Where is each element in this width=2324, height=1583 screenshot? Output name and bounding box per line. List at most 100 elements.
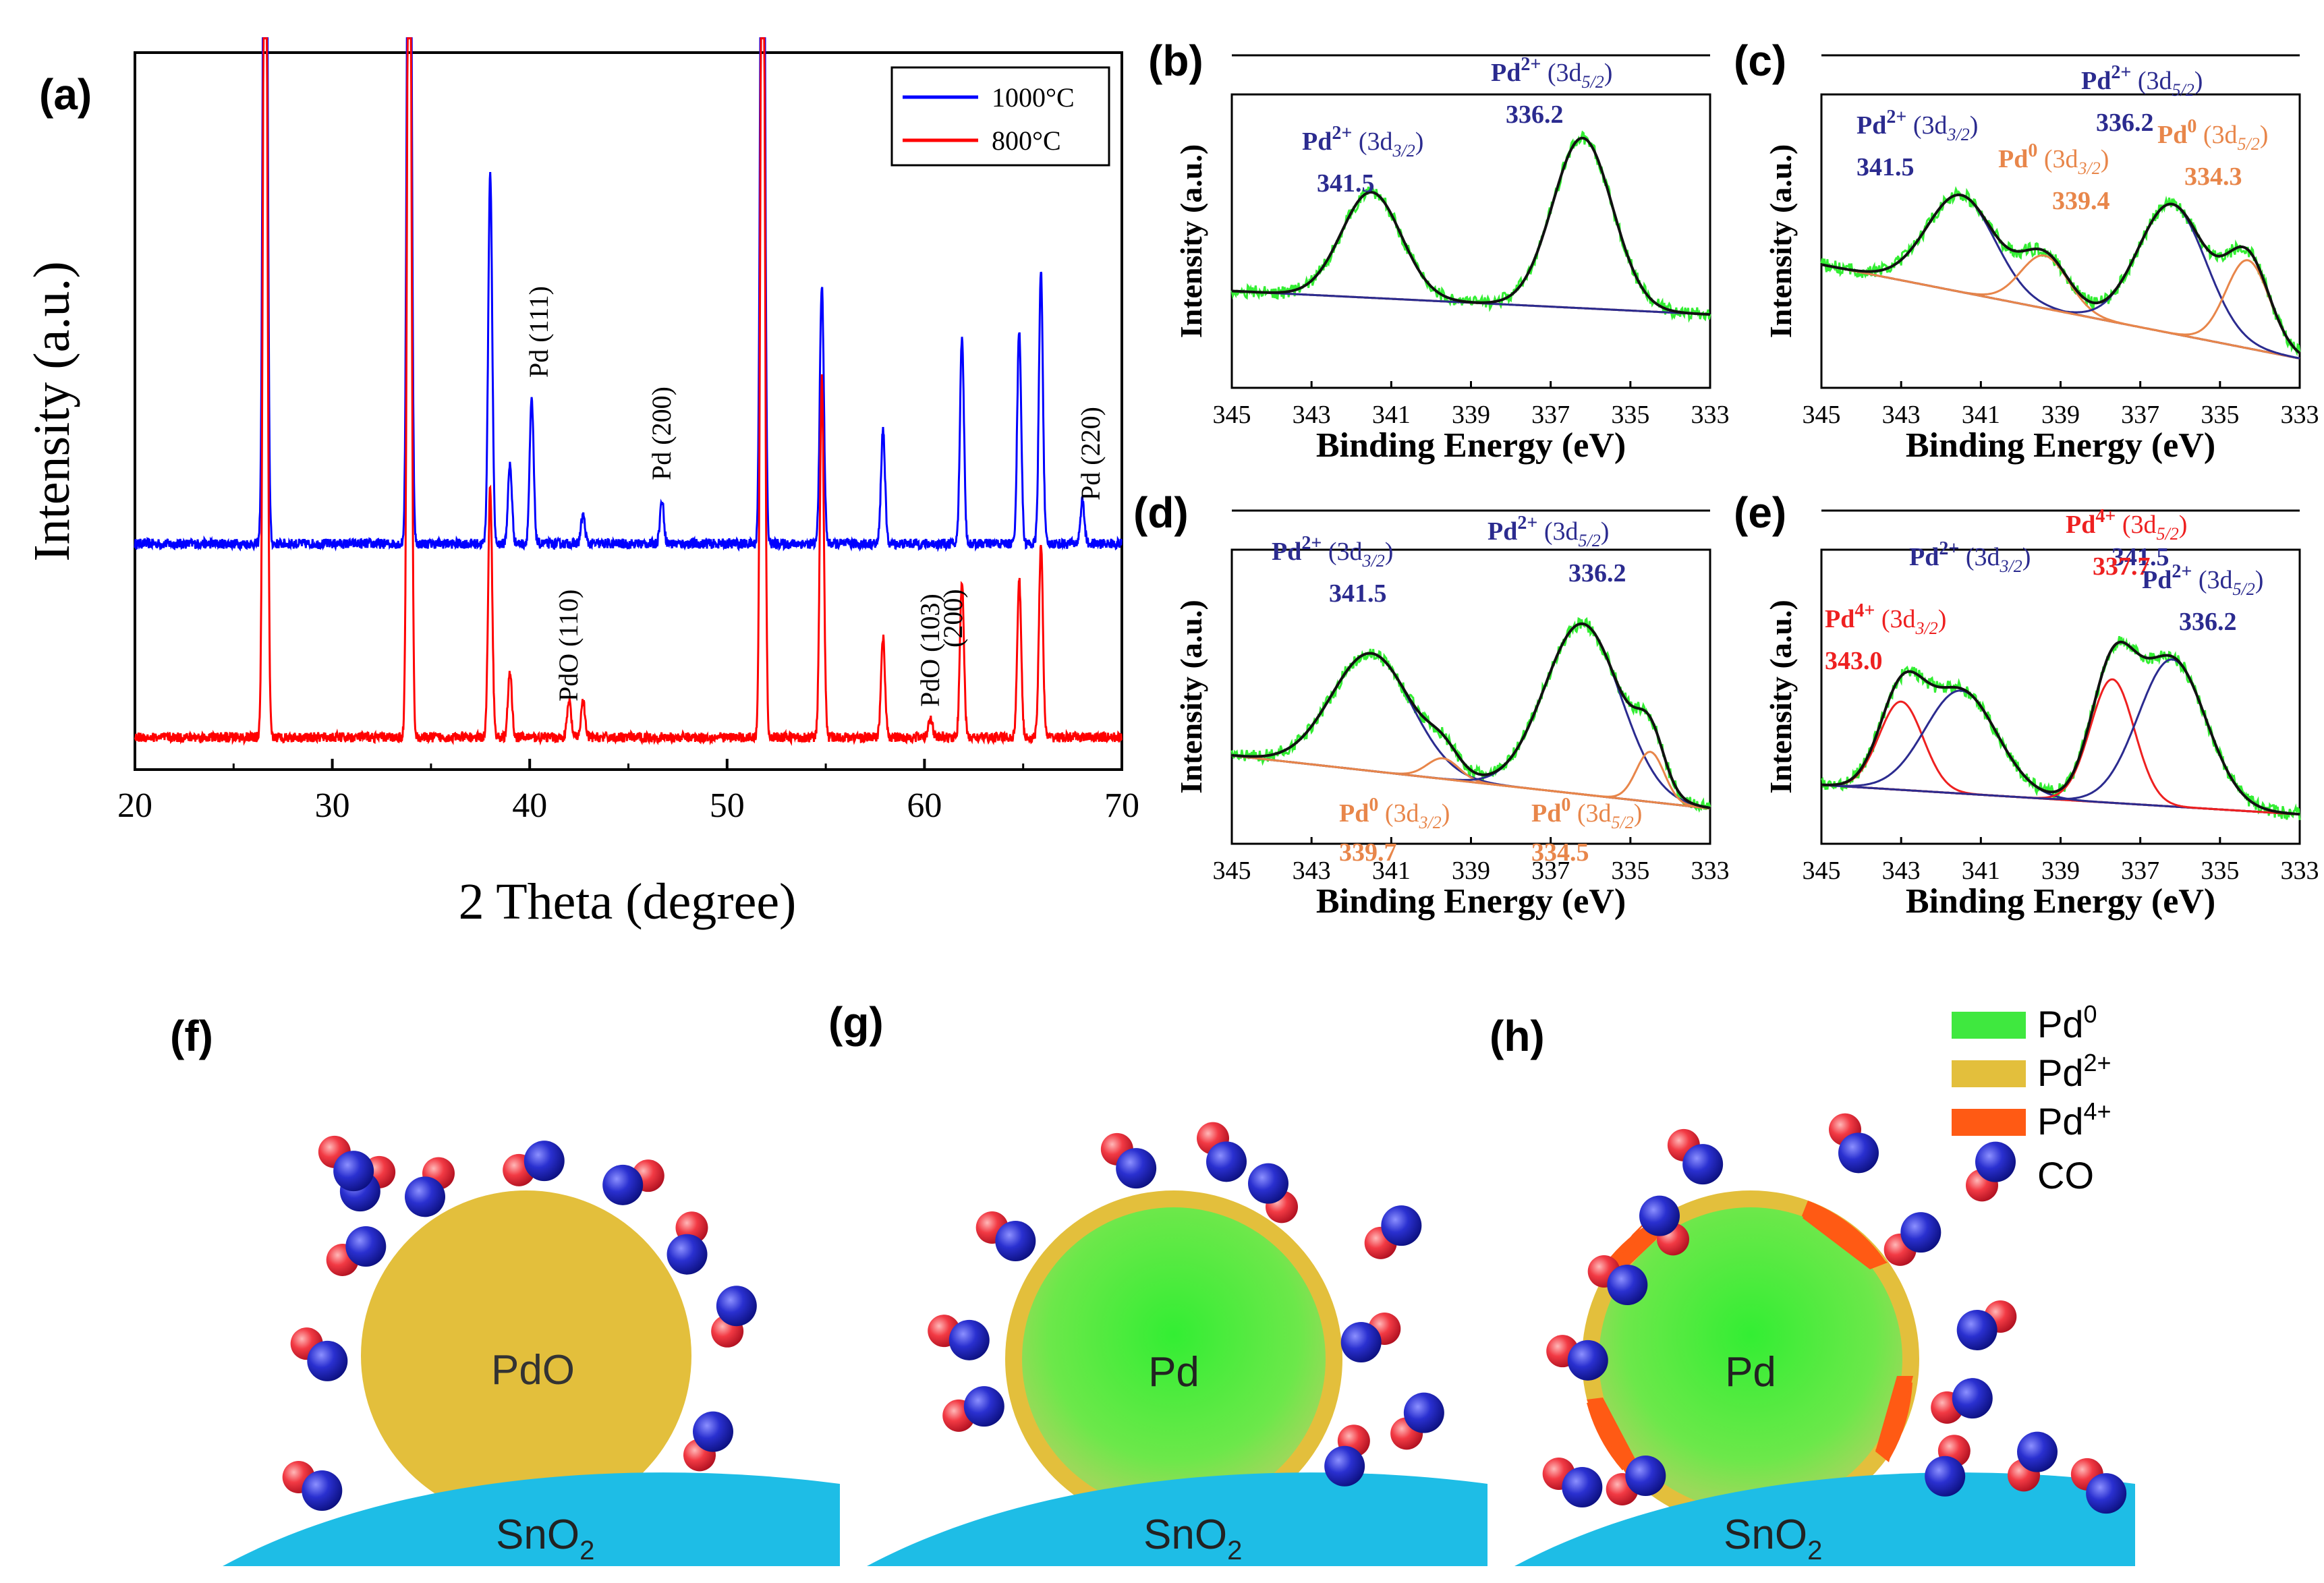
oxygen-atom: [1956, 1310, 1997, 1350]
oxygen-atom: [1952, 1378, 1993, 1419]
co-molecule: [1340, 1313, 1401, 1362]
xps-peak-value: 341.5: [1857, 153, 1915, 181]
xps-peak-value: 334.5: [1531, 838, 1589, 867]
pd-core-g: [1022, 1207, 1326, 1511]
xps-peak-label: Pd0 (3d5/2): [2157, 116, 2268, 154]
xps-x-tick-label: 345: [1213, 401, 1251, 429]
xrd-series-line: [134, 37, 1123, 747]
co-molecule: [503, 1141, 565, 1186]
co-molecule: [1966, 1141, 2016, 1202]
xps-x-tick-label: 337: [2121, 401, 2159, 429]
annotation-pd-200: Pd (200): [646, 386, 677, 480]
oxygen-atom: [1625, 1456, 1666, 1496]
sno2-support-h: [1514, 1472, 2135, 1566]
xps-component-d: [1231, 751, 1711, 810]
oxygen-atom: [302, 1470, 343, 1511]
xps-x-axis-label-d: Binding Energy (eV): [1316, 882, 1626, 921]
xps-x-tick-label: 339: [2041, 401, 2080, 429]
xps-x-tick-label: 341: [1962, 401, 2000, 429]
oxygen-atom: [1381, 1205, 1422, 1246]
xps-x-tick-label: 337: [1531, 857, 1570, 885]
xps-x-tick-label: 343: [1293, 857, 1331, 885]
xps-raw-data-c: [1820, 185, 2301, 357]
xps-component-d: [1231, 623, 1711, 809]
xps-peak-label: Pd4+ (3d5/2): [2066, 506, 2187, 544]
oxygen-atom: [307, 1340, 348, 1381]
xps-peak-label: Pd2+ (3d3/2): [1857, 107, 1978, 144]
sno2-support-g: [867, 1472, 1487, 1566]
oxygen-atom: [1975, 1141, 2016, 1182]
particle-label-h: Pd: [1725, 1349, 1776, 1395]
schematic-g: Pd SnO2: [867, 1122, 1487, 1566]
co-molecule: [1587, 1255, 1648, 1305]
xps-x-tick-label: 343: [1882, 857, 1921, 885]
xps-x-axis-label-c: Binding Energy (eV): [1906, 426, 2215, 465]
oxygen-atom: [2086, 1473, 2127, 1514]
panel-a: (a) 20 30 40 50 60 70 2 Theta (degree) Intens…: [24, 37, 1139, 930]
xps-peak-label: Pd2+ (3d5/2): [2142, 561, 2263, 599]
co-molecule: [975, 1211, 1036, 1261]
xps-peak-label: Pd2+ (3d5/2): [1487, 513, 1609, 550]
co-molecule: [405, 1157, 455, 1217]
co-molecule: [1606, 1456, 1666, 1505]
xrd-legend-box: [890, 66, 1110, 167]
support-label-h: SnO2: [1724, 1512, 1822, 1565]
oxygen-atom: [948, 1319, 990, 1360]
panel-label-a: (a): [39, 70, 92, 119]
co-molecule: [1100, 1132, 1157, 1189]
xps-peak-label: Pd4+ (3d3/2): [1825, 600, 1946, 638]
co-molecule: [1956, 1300, 2017, 1350]
pd4-patch: [1875, 1376, 1913, 1462]
oxygen-atom: [995, 1221, 1036, 1261]
oxygen-atom: [1562, 1467, 1603, 1507]
xps-x-tick-label: 335: [1611, 857, 1649, 885]
co-molecule: [602, 1159, 664, 1205]
co-molecule: [1667, 1128, 1724, 1185]
xps-x-tick-label: 339: [1452, 401, 1490, 429]
schematic-h: Pd SnO2: [1514, 1113, 2135, 1566]
xrd-x-tick-label: 30: [315, 786, 350, 825]
xps-peak-value: 339.4: [2052, 187, 2110, 215]
xps-peak-value: 337.7: [2093, 552, 2151, 581]
legend-label-pd0: Pd0: [2037, 1000, 2097, 1045]
panel-e: (e) 345 343 341 339 337 335 333 Binding Energy …: [1734, 488, 2319, 921]
xps-x-axis-label-e: Binding Energy (eV): [1906, 882, 2215, 921]
xps-fit-envelope-d: [1231, 622, 1711, 809]
oxygen-atom: [716, 1286, 757, 1327]
xps-peak-value: 336.2: [2096, 109, 2154, 137]
xps-x-axis-label-b: Binding Energy (eV): [1316, 426, 1626, 465]
xps-y-axis-label-e: Intensity (a.u.): [1763, 600, 1798, 794]
panel-label-g: (g): [828, 998, 884, 1047]
annotation-pdo-103: PdO (103): [915, 594, 945, 707]
co-molecule: [942, 1386, 1004, 1432]
co-molecule: [290, 1327, 348, 1381]
xps-peak-label: Pd0 (3d5/2): [1531, 795, 1642, 832]
xps-peak-value: 341.5: [1329, 579, 1387, 608]
xps-component-d: [1231, 652, 1711, 810]
xps-fit-envelope-c: [1821, 193, 2301, 354]
co-molecule: [667, 1211, 708, 1275]
xps-component-c: [1821, 203, 2300, 359]
sno2-support-f: [223, 1472, 840, 1566]
xps-x-tick-label: 333: [2281, 857, 2319, 885]
xrd-x-tick-label: 20: [117, 786, 152, 825]
co-molecule: [1931, 1378, 1993, 1424]
xrd-series-line: [134, 37, 1123, 552]
co-molecule: [326, 1226, 387, 1276]
xrd-legend: 1000°C 800°C: [890, 66, 1110, 167]
schematic-f: PdO SnO2: [223, 1135, 840, 1566]
xrd-y-axis-label: Intensity (a.u.): [24, 261, 80, 561]
xrd-x-axis-label: 2 Theta (degree): [459, 873, 797, 930]
xps-x-tick-label: 333: [2281, 401, 2319, 429]
xps-x-tick-label: 337: [1531, 401, 1570, 429]
panel-d: (d) 345 343 341 339 337 335 333 Binding Energy …: [1133, 488, 1730, 921]
oxygen-atom: [1925, 1456, 1966, 1497]
annotation-pdo-110: PdO (110): [553, 589, 584, 701]
xps-x-tick-label: 339: [2041, 857, 2080, 885]
xps-fit-envelope-e: [1821, 640, 2300, 816]
xrd-x-tick-label: 60: [907, 786, 942, 825]
xps-x-tick-label: 335: [1611, 401, 1649, 429]
co-molecule: [1542, 1458, 1603, 1507]
pdo-particle: [361, 1190, 691, 1521]
xps-x-tick-label: 339: [1452, 857, 1490, 885]
